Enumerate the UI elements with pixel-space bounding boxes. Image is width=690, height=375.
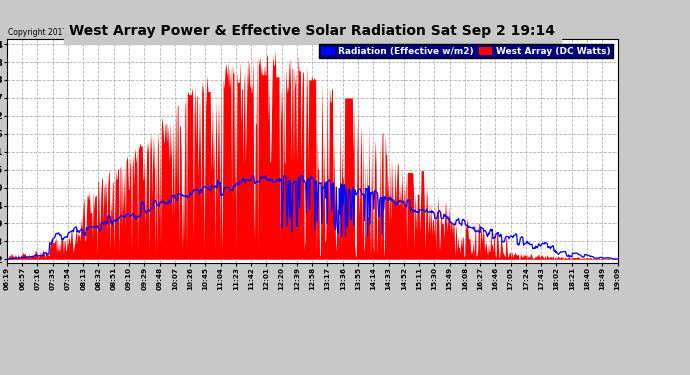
Text: Copyright 2017 Cartronics.com: Copyright 2017 Cartronics.com (8, 28, 127, 37)
Title: West Array Power & Effective Solar Radiation Sat Sep 2 19:14: West Array Power & Effective Solar Radia… (69, 24, 555, 38)
Legend: Radiation (Effective w/m2), West Array (DC Watts): Radiation (Effective w/m2), West Array (… (319, 44, 613, 58)
